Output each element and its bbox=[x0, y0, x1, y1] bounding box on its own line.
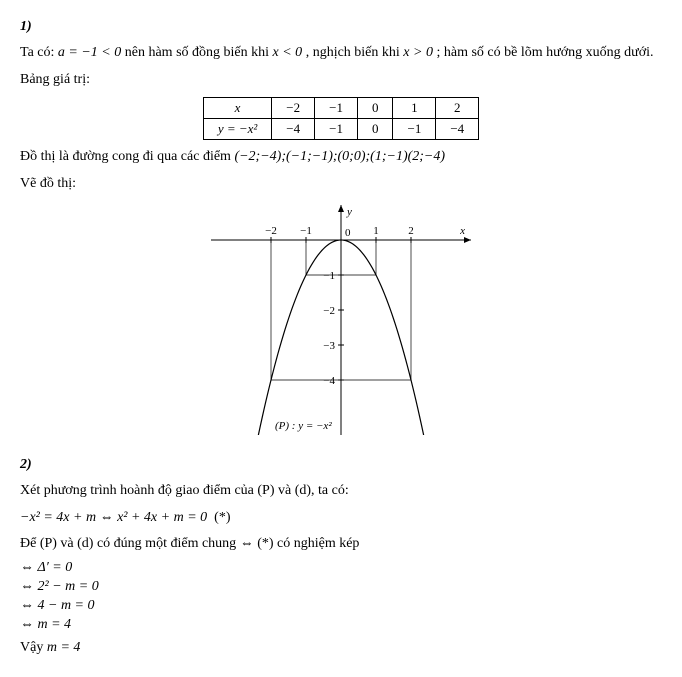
cell-x2: 0 bbox=[357, 98, 393, 119]
svg-text:x: x bbox=[459, 225, 465, 237]
iff-1: ⇔ bbox=[100, 510, 114, 525]
table-row: x −2 −1 0 1 2 bbox=[203, 98, 478, 119]
step-2: ⇔ 2² − m = 0 bbox=[20, 579, 662, 595]
cell-x0: −2 bbox=[272, 98, 315, 119]
s2-line1: Xét phương trình hoành độ giao điểm của … bbox=[20, 480, 662, 502]
intro-mid2: , nghịch biến khi bbox=[306, 45, 404, 60]
cell-x4: 2 bbox=[436, 98, 479, 119]
section2-heading: 2) bbox=[20, 454, 662, 476]
iff-2: ⇔ bbox=[240, 536, 254, 551]
iff-s1: ⇔ bbox=[20, 560, 34, 575]
step-1: ⇔ Δ′ = 0 bbox=[20, 560, 662, 576]
draw-label: Vẽ đồ thị: bbox=[20, 173, 662, 195]
svg-text:−2: −2 bbox=[323, 305, 335, 317]
cell-y3: −1 bbox=[393, 119, 436, 140]
curve-prefix: Đồ thị là đường cong đi qua các điểm bbox=[20, 149, 234, 164]
intro-prefix: Ta có: bbox=[20, 45, 58, 60]
svg-text:0: 0 bbox=[345, 227, 351, 239]
final-eq: m = 4 bbox=[47, 640, 81, 655]
step1-eq: Δ′ = 0 bbox=[38, 560, 73, 575]
table-row: y = −x² −4 −1 0 −1 −4 bbox=[203, 119, 478, 140]
eq1-a: −x² = 4x + m bbox=[20, 510, 96, 525]
svg-text:−2: −2 bbox=[265, 225, 277, 237]
table-label: Bảng giá trị: bbox=[20, 69, 662, 91]
parabola-graph: x y 0 −2 −1 1 2 −1 −2 −3 −4 (P) : y = −x² bbox=[211, 205, 471, 435]
svg-text:−3: −3 bbox=[323, 340, 335, 352]
step-3: ⇔ 4 − m = 0 bbox=[20, 598, 662, 614]
cell-x1: −1 bbox=[315, 98, 358, 119]
eq1-b: x² + 4x + m = 0 bbox=[117, 510, 207, 525]
iff-s3: ⇔ bbox=[20, 598, 34, 613]
step4-eq: m = 4 bbox=[38, 617, 72, 632]
value-table: x −2 −1 0 1 2 y = −x² −4 −1 0 −1 −4 bbox=[203, 97, 479, 140]
final-line: Vậy m = 4 bbox=[20, 637, 662, 659]
line2-c: có nghiệm kép bbox=[277, 536, 359, 551]
intro-suffix: ; hàm số có bề lõm hướng xuống dưới. bbox=[436, 45, 653, 60]
line2-b: (*) bbox=[257, 536, 273, 551]
cell-y2: 0 bbox=[357, 119, 393, 140]
graph-container: x y 0 −2 −1 1 2 −1 −2 −3 −4 (P) : y = −x² bbox=[20, 205, 662, 440]
intro-a: a = −1 < 0 bbox=[58, 45, 121, 60]
iff-s2: ⇔ bbox=[20, 579, 34, 594]
cell-y4: −4 bbox=[436, 119, 479, 140]
intro-mid1: nên hàm số đồng biến khi bbox=[125, 45, 273, 60]
cell-y1: −1 bbox=[315, 119, 358, 140]
curve-text: Đồ thị là đường cong đi qua các điểm (−2… bbox=[20, 146, 662, 168]
header-y: y = −x² bbox=[203, 119, 271, 140]
svg-text:2: 2 bbox=[408, 225, 414, 237]
iff-s4: ⇔ bbox=[20, 617, 34, 632]
svg-text:(P) : y = −x²: (P) : y = −x² bbox=[275, 420, 332, 432]
curve-points: (−2;−4);(−1;−1);(0;0);(1;−1)(2;−4) bbox=[234, 149, 445, 164]
final-prefix: Vậy bbox=[20, 640, 47, 655]
cell-y0: −4 bbox=[272, 119, 315, 140]
line2-a: Để (P) và (d) có đúng một điểm chung bbox=[20, 536, 240, 551]
svg-text:−1: −1 bbox=[300, 225, 312, 237]
intro-cond1: x < 0 bbox=[273, 45, 303, 60]
s2-eq1: −x² = 4x + m ⇔ x² + 4x + m = 0 (*) bbox=[20, 507, 662, 529]
step-4: ⇔ m = 4 bbox=[20, 617, 662, 633]
svg-text:−1: −1 bbox=[323, 270, 335, 282]
step3-eq: 4 − m = 0 bbox=[38, 598, 95, 613]
svg-text:1: 1 bbox=[373, 225, 379, 237]
s2-line2: Để (P) và (d) có đúng một điểm chung ⇔ (… bbox=[20, 533, 662, 555]
step2-eq: 2² − m = 0 bbox=[38, 579, 99, 594]
intro-cond2: x > 0 bbox=[403, 45, 433, 60]
header-x: x bbox=[203, 98, 271, 119]
eq1-star: (*) bbox=[214, 510, 230, 525]
cell-x3: 1 bbox=[393, 98, 436, 119]
svg-text:y: y bbox=[346, 206, 352, 218]
svg-text:−4: −4 bbox=[323, 375, 335, 387]
section1-heading: 1) bbox=[20, 16, 662, 38]
intro-line: Ta có: a = −1 < 0 nên hàm số đồng biến k… bbox=[20, 42, 662, 64]
